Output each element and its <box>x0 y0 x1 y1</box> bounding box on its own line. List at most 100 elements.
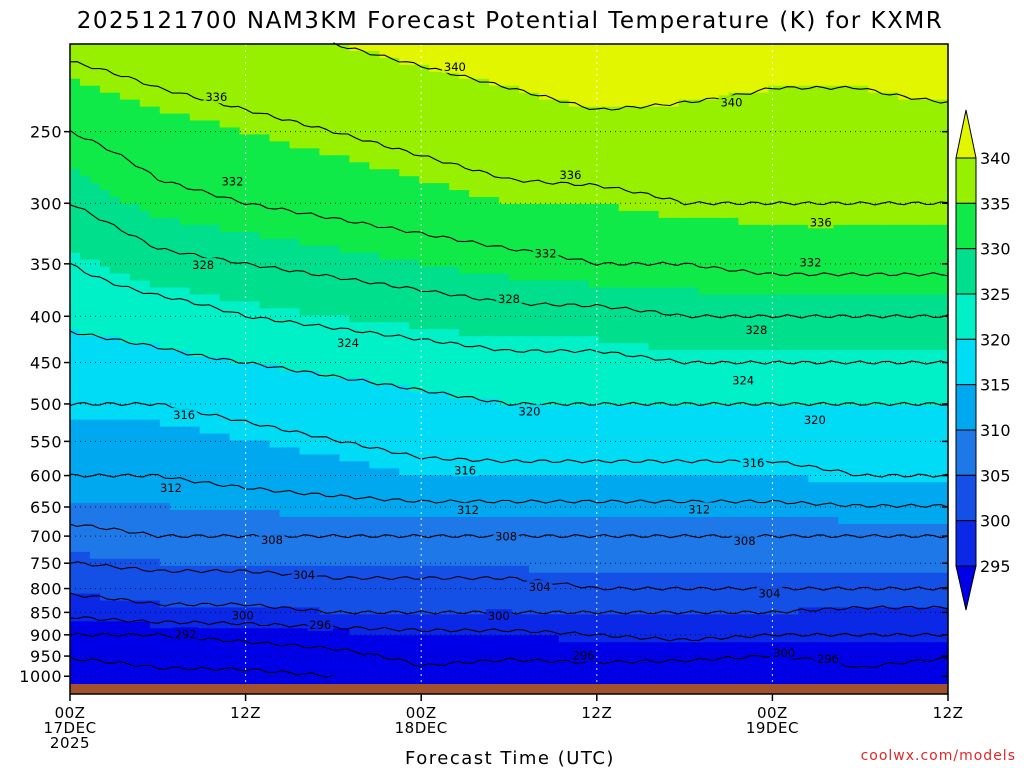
field-cell <box>578 238 590 247</box>
field-cell <box>489 273 500 282</box>
field-cell <box>329 364 340 372</box>
field-cell <box>918 162 929 170</box>
field-cell <box>668 217 680 226</box>
field-cell <box>738 120 750 129</box>
field-cell <box>838 384 849 393</box>
field-cell <box>678 57 690 66</box>
field-cell <box>79 134 91 142</box>
field-cell <box>89 183 101 191</box>
field-cell <box>179 238 191 247</box>
field-cell <box>738 210 750 219</box>
plot-area <box>70 44 949 694</box>
field-cell <box>548 433 560 442</box>
field-cell <box>688 377 700 386</box>
field-cell <box>139 252 151 261</box>
field-cell <box>509 155 520 163</box>
field-cell <box>269 294 281 302</box>
field-cell <box>70 343 81 351</box>
field-cell <box>548 148 560 156</box>
field-cell <box>708 322 720 330</box>
field-cell <box>748 85 760 94</box>
field-cell <box>638 183 650 191</box>
field-cell <box>858 197 869 205</box>
field-cell <box>509 78 520 87</box>
field-cell <box>928 169 939 177</box>
field-cell <box>149 384 161 393</box>
field-cell <box>149 322 161 330</box>
field-cell <box>369 336 380 344</box>
field-cell <box>578 266 590 275</box>
field-cell <box>119 315 131 323</box>
field-cell <box>708 364 720 372</box>
field-cell <box>738 384 750 393</box>
field-cell <box>189 357 201 365</box>
field-cell <box>858 148 869 156</box>
field-cell <box>469 64 480 73</box>
field-cell <box>668 412 680 421</box>
field-cell <box>648 405 660 414</box>
field-cell <box>429 398 440 407</box>
field-cell <box>758 176 770 184</box>
field-cell <box>89 148 101 156</box>
field-cell <box>259 259 271 268</box>
field-cell <box>409 217 420 226</box>
field-cell <box>938 377 949 386</box>
field-cell <box>119 169 131 177</box>
field-cell <box>179 99 191 108</box>
field-cell <box>718 113 730 122</box>
field-cell <box>109 301 121 309</box>
field-cell <box>299 308 311 316</box>
field-cell <box>728 364 740 372</box>
field-cell <box>818 266 829 275</box>
field-cell <box>908 266 919 275</box>
field-cell <box>79 155 91 163</box>
field-cell <box>149 294 161 302</box>
field-cell <box>149 350 161 358</box>
field-cell <box>349 322 360 330</box>
field-cell <box>608 224 620 233</box>
field-cell <box>548 336 560 344</box>
field-cell <box>199 329 211 337</box>
field-cell <box>499 391 510 400</box>
field-cell <box>708 405 720 414</box>
field-cell <box>628 273 640 282</box>
field-cell <box>818 120 829 129</box>
field-cell <box>918 412 929 421</box>
field-cell <box>838 113 849 122</box>
field-cell <box>479 433 490 442</box>
field-cell <box>888 57 899 66</box>
field-cell <box>568 71 580 80</box>
field-cell <box>898 370 909 379</box>
field-cell <box>938 426 949 435</box>
field-cell <box>359 64 370 73</box>
field-cell <box>878 210 889 219</box>
field-cell <box>159 64 171 73</box>
field-cell <box>469 322 480 330</box>
field-cell <box>718 315 730 323</box>
field-cell <box>119 57 131 66</box>
field-cell <box>638 266 650 275</box>
field-cell <box>738 78 750 87</box>
field-cell <box>628 210 640 219</box>
field-cell <box>429 322 440 330</box>
field-cell <box>538 113 550 122</box>
field-cell <box>538 169 550 177</box>
field-cell <box>888 426 899 435</box>
field-cell <box>159 238 171 247</box>
field-cell <box>838 377 849 386</box>
field-cell <box>638 252 650 261</box>
field-cell <box>518 204 530 212</box>
field-cell <box>499 280 510 289</box>
field-cell <box>149 266 161 275</box>
field-cell <box>489 210 500 219</box>
field-cell <box>848 336 859 344</box>
field-cell <box>309 419 321 428</box>
field-cell <box>359 357 370 365</box>
field-cell <box>548 197 560 205</box>
field-cell <box>429 210 440 219</box>
field-cell <box>608 71 620 80</box>
field-cell <box>409 71 420 80</box>
field-cell <box>808 294 819 302</box>
field-cell <box>838 391 849 400</box>
field-cell <box>89 190 101 198</box>
